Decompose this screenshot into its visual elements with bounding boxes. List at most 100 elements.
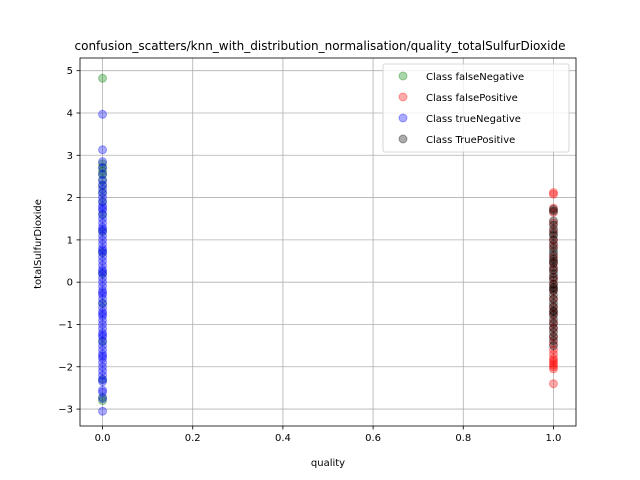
- legend-label: Class trueNegative: [426, 114, 521, 125]
- y-tick-label: 2: [67, 193, 73, 204]
- data-point-series-3: [548, 310, 558, 320]
- data-point-series-2: [98, 332, 108, 342]
- data-point-series-3: [548, 229, 558, 239]
- data-point-series-2: [98, 290, 108, 300]
- data-point-series-3: [548, 235, 558, 245]
- data-point-series-2: [98, 109, 108, 119]
- data-point-series-1: [548, 324, 558, 334]
- data-point-series-2: [98, 366, 108, 376]
- data-point-series-2: [98, 362, 108, 372]
- data-point-series-3: [548, 336, 558, 346]
- x-tick-label: 0.2: [185, 433, 201, 444]
- data-point-series-2: [98, 406, 108, 416]
- legend-marker: [398, 71, 408, 81]
- data-point-series-3: [548, 286, 558, 296]
- data-point-series-2: [98, 224, 108, 234]
- data-point-series-2: [98, 210, 108, 220]
- data-point-series-2: [98, 349, 108, 359]
- data-point-series-0: [98, 175, 108, 185]
- data-point-series-3: [548, 314, 558, 324]
- data-point-series-2: [98, 345, 108, 355]
- x-tick-label: 0.0: [95, 433, 111, 444]
- data-point-series-3: [548, 204, 558, 214]
- legend-label: Class falseNegative: [426, 72, 524, 83]
- data-point-series-0: [98, 396, 108, 406]
- legend-marker: [398, 113, 408, 123]
- data-point-series-3: [548, 307, 558, 317]
- data-point-series-2: [98, 273, 108, 283]
- data-point-series-0: [98, 374, 108, 384]
- data-point-series-2: [98, 370, 108, 380]
- data-point-series-3: [548, 279, 558, 289]
- data-point-series-3: [548, 290, 558, 300]
- data-point-series-2: [98, 309, 108, 319]
- data-point-series-3: [548, 323, 558, 333]
- legend: Class falseNegative Class falsePositive Cl…: [382, 63, 570, 153]
- data-point-series-2: [98, 294, 108, 304]
- data-point-series-0: [98, 392, 108, 402]
- y-axis-ticks: −3 −2 −1 0 1 2 3 4 5: [58, 66, 80, 416]
- data-point-series-1: [548, 364, 558, 374]
- data-point-series-2: [98, 252, 108, 262]
- y-tick-label: 0: [67, 278, 73, 289]
- data-point-series-3: [548, 265, 558, 275]
- data-point-series-1: [548, 279, 558, 289]
- data-point-series-1: [548, 189, 558, 199]
- data-point-series-3: [548, 250, 558, 260]
- data-point-series-2: [98, 260, 108, 270]
- data-point-series-0: [98, 73, 108, 83]
- data-point-series-1: [548, 362, 558, 372]
- data-point-series-1: [548, 207, 558, 217]
- legend-marker: [398, 134, 408, 144]
- data-point-series-0: [98, 169, 108, 179]
- data-point-series-3: [548, 254, 558, 264]
- data-point-series-3: [548, 306, 558, 316]
- data-point-series-2: [98, 330, 108, 340]
- data-point-series-0: [98, 269, 108, 279]
- data-point-series-1: [548, 203, 558, 213]
- data-point-series-1: [548, 235, 558, 245]
- data-point-series-2: [98, 248, 108, 258]
- data-point-series-2: [98, 157, 108, 167]
- data-point-series-2: [98, 385, 108, 395]
- data-point-series-3: [548, 319, 558, 329]
- data-point-series-1: [548, 355, 558, 365]
- data-point-series-2: [98, 201, 108, 211]
- data-point-series-2: [98, 180, 108, 190]
- data-point-series-3: [548, 231, 558, 241]
- data-point-series-0: [98, 298, 108, 308]
- data-point-series-3: [548, 327, 558, 337]
- data-point-series-2: [98, 267, 108, 277]
- data-point-series-2: [98, 324, 108, 334]
- data-point-series-1: [548, 294, 558, 304]
- x-tick-label: 1.0: [546, 433, 562, 444]
- y-tick-label: 5: [67, 66, 73, 77]
- data-point-series-0: [98, 226, 108, 236]
- data-point-series-0: [98, 166, 108, 176]
- data-point-series-2: [98, 205, 108, 215]
- data-point-series-2: [98, 243, 108, 253]
- data-point-series-3: [548, 269, 558, 279]
- data-point-series-1: [548, 353, 558, 363]
- data-point-series-2: [98, 341, 108, 351]
- data-point-series-0: [98, 188, 108, 198]
- data-point-series-2: [98, 269, 108, 279]
- data-point-series-2: [98, 239, 108, 249]
- data-point-series-0: [98, 162, 108, 172]
- y-axis-label: totalSulfurDioxide: [33, 199, 44, 289]
- data-point-series-2: [98, 336, 108, 346]
- data-point-series-2: [98, 163, 108, 173]
- legend-marker: [398, 92, 408, 102]
- data-point-series-2: [98, 298, 108, 308]
- data-point-series-3: [548, 220, 558, 230]
- data-point-series-3: [548, 247, 558, 257]
- data-point-series-2: [98, 351, 108, 361]
- data-point-series-2: [98, 169, 108, 179]
- data-point-series-0: [98, 181, 108, 191]
- data-point-series-2: [98, 319, 108, 329]
- data-point-series-3: [548, 262, 558, 272]
- data-point-series-2: [98, 286, 108, 296]
- data-point-series-2: [98, 328, 108, 338]
- data-point-series-3: [548, 272, 558, 282]
- y-tick-label: −2: [58, 362, 73, 373]
